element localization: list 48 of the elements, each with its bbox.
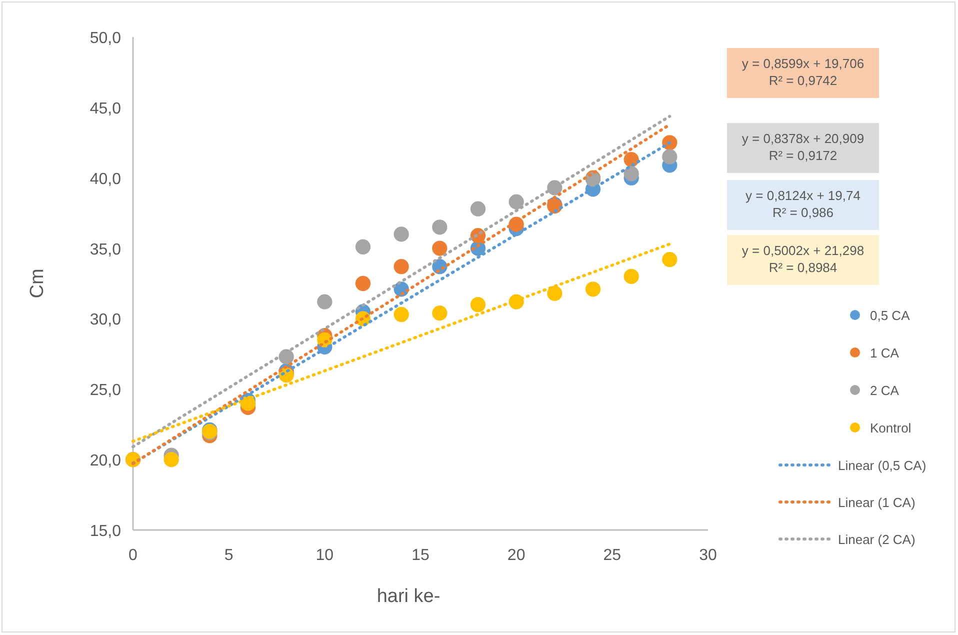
point [585, 282, 601, 297]
legend-label: 0,5 CA [870, 308, 910, 323]
point [508, 194, 524, 210]
point [470, 297, 486, 312]
x-tick-label: 0 [128, 547, 138, 564]
x-tick-label: 10 [316, 547, 334, 564]
point [394, 306, 409, 322]
point [394, 259, 409, 274]
text: y = 0,8378x + 20,909 R² = 0,9172 [742, 131, 864, 163]
legend-label: Linear (0,5 CA) [838, 458, 926, 473]
legend-label: Linear (1 CA) [838, 495, 916, 510]
point [355, 276, 371, 292]
text: y = 0,5002x + 21,298 R² = 0,8984 [742, 243, 864, 275]
text: y = 0,8124x + 19,74 R² = 0,986 [746, 188, 860, 220]
x-tick-label: 20 [507, 547, 526, 564]
y-tick-label: 40,0 [90, 170, 122, 188]
point [470, 201, 486, 216]
point [432, 220, 448, 235]
y-tick-label: 30,0 [90, 312, 122, 329]
x-tick-label: 25 [603, 547, 622, 564]
point [317, 294, 332, 310]
text: y = 0,8599x + 19,706 R² = 0,9742 [742, 56, 864, 88]
y-tick-label: 20,0 [90, 452, 122, 470]
point [624, 268, 639, 284]
x-axis-title: hari ke- [376, 586, 440, 607]
point [624, 166, 639, 182]
y-tick-label: 35,0 [90, 241, 122, 258]
point [394, 226, 409, 242]
point [662, 252, 678, 268]
point [164, 452, 179, 468]
legend-label: 1 CA [870, 346, 900, 360]
y-tick-label: 45,0 [90, 100, 122, 118]
point [355, 239, 371, 254]
x-tick-label: 15 [412, 547, 430, 564]
point [432, 306, 448, 321]
y-axis-title: Cm [27, 268, 48, 298]
legend-label: Linear (2 CA) [838, 532, 916, 547]
legend-label: Kontrol [870, 420, 912, 436]
y-tick-label: 15,0 [90, 523, 122, 540]
point [662, 149, 678, 164]
point [432, 240, 448, 256]
y-tick-label: 50,0 [90, 30, 122, 47]
legend-label: 2 CA [870, 383, 900, 398]
line-series [132, 242, 672, 443]
y-tick-label: 25,0 [90, 382, 122, 400]
x-tick-label: 30 [699, 547, 717, 564]
x-tick-label: 5 [224, 547, 234, 564]
point [547, 286, 562, 301]
